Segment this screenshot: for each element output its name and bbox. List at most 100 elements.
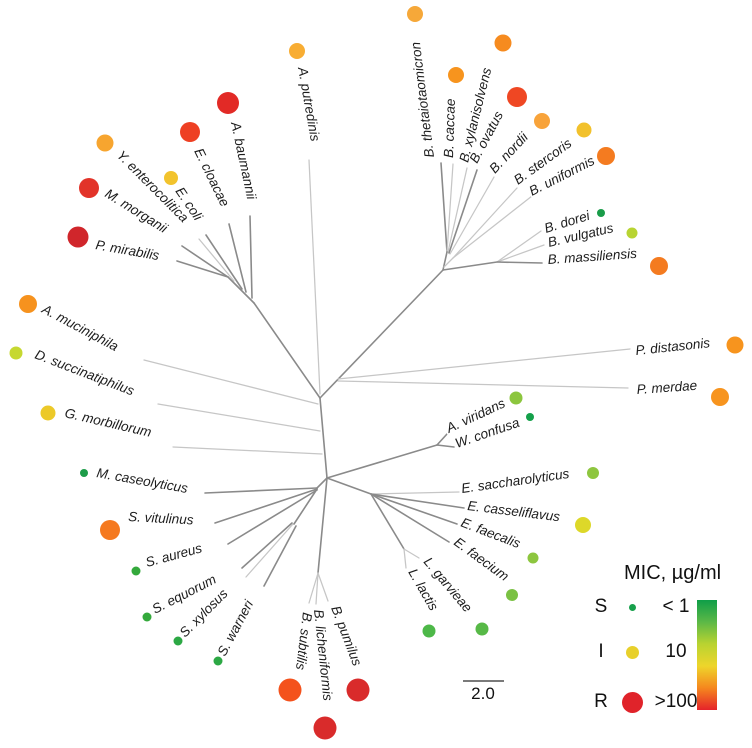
tree-branch (172, 446, 323, 455)
mic-dot (217, 92, 239, 114)
species-label: B. thetaiotaomicron (408, 41, 437, 158)
mic-dot (507, 87, 527, 107)
mic-dot (506, 589, 518, 601)
legend-title: MIC, µg/ml (624, 562, 722, 584)
mic-dot (180, 122, 200, 142)
mic-legend: MIC, µg/ml S < 1 I 10 R >100 (588, 562, 752, 734)
mic-color-gradient-bar (697, 600, 717, 710)
tree-branch (452, 195, 533, 259)
tree-branch (370, 493, 465, 509)
mic-dot (407, 6, 423, 22)
species-label: A. muciniphila (39, 301, 122, 354)
tree-branch (253, 302, 321, 399)
legend-row-resistant: R >100 (590, 690, 702, 714)
tree-branch (436, 433, 448, 446)
mic-dot (711, 388, 729, 406)
tree-branch (443, 257, 454, 268)
mic-dot (213, 656, 223, 666)
species-label: S. aureus (144, 540, 204, 570)
tree-branch (308, 572, 319, 604)
mic-dot (575, 517, 591, 533)
tree-branch (157, 403, 321, 432)
species-label: P. merdae (636, 378, 697, 397)
mic-dot (346, 678, 370, 702)
legend-dot-wrap-s (618, 603, 646, 611)
tree-branch (228, 223, 247, 293)
tree-branch (263, 525, 297, 587)
species-label: A. baumannii (228, 120, 259, 202)
tree-branch (447, 167, 468, 253)
tree-branch (293, 488, 318, 525)
tree-branch (317, 477, 328, 574)
mic-dot (313, 716, 337, 740)
legend-dot-r-icon (621, 691, 643, 713)
species-label: B. licheniformis (311, 609, 336, 702)
tree-branch (452, 187, 518, 259)
mic-dot (100, 520, 120, 540)
mic-dot (509, 391, 523, 405)
tree-branch (143, 359, 319, 405)
mic-dot (173, 636, 183, 646)
tree-branch (448, 169, 478, 254)
mic-dot (96, 134, 114, 152)
legend-dot-wrap-r (618, 691, 646, 713)
tree-branch (181, 245, 229, 278)
tree-branch (436, 444, 455, 448)
species-label: S. vitulinus (128, 509, 194, 527)
mic-dot (650, 257, 668, 275)
mic-dot (494, 34, 512, 52)
species-label: B. subtilis (293, 612, 315, 671)
tree-branch (442, 261, 498, 271)
tree-branch (326, 444, 438, 479)
tree-branch (446, 163, 454, 253)
tree-branch (249, 215, 253, 299)
tree-branch (176, 260, 229, 278)
species-label: E. cloacae (191, 146, 232, 209)
mic-dot (626, 227, 638, 239)
mic-dot (67, 226, 89, 248)
mic-dot (475, 622, 489, 636)
legend-code-s: S (594, 596, 608, 617)
legend-value-r: >100 (654, 691, 698, 712)
mic-dot (19, 295, 37, 313)
mic-dot (40, 405, 56, 421)
mic-dot (527, 552, 539, 564)
mic-dot (448, 67, 464, 83)
tree-branch (403, 548, 420, 559)
tree-branch (214, 488, 318, 524)
species-label: M. caseolyticus (95, 465, 189, 496)
tree-branch (227, 276, 255, 304)
tree-branch (449, 176, 495, 255)
species-label: E. saccharolyticus (460, 466, 570, 496)
species-label: P. distasonis (635, 335, 711, 358)
tree-branch (245, 523, 294, 578)
mic-dot (9, 346, 23, 360)
legend-row-susceptible: S < 1 (590, 595, 702, 619)
legend-dot-i-icon (625, 645, 639, 659)
tree-branch (337, 348, 631, 380)
legend-dot-s-icon (628, 603, 636, 611)
tree-branch (205, 234, 243, 290)
tree-branch (227, 489, 318, 545)
tree-branch (440, 162, 448, 253)
species-label: G. morbillorum (63, 405, 153, 440)
tree-branch (370, 493, 458, 525)
mic-dot (534, 113, 550, 129)
mic-dot (576, 122, 592, 138)
tree-branch (370, 491, 460, 495)
mic-dot (80, 469, 88, 477)
tree-branch (241, 522, 293, 569)
mic-dot (131, 566, 141, 576)
mic-dot (422, 624, 436, 638)
legend-row-intermediate: I 10 (590, 640, 702, 664)
legend-code-i: I (598, 641, 604, 662)
mic-dot (289, 43, 305, 59)
legend-dot-wrap-i (618, 645, 646, 659)
tree-branch (317, 572, 329, 602)
legend-value-i: 10 (665, 641, 687, 662)
mic-dot (278, 678, 302, 702)
tree-branch (337, 380, 629, 389)
mic-dot (79, 178, 99, 198)
